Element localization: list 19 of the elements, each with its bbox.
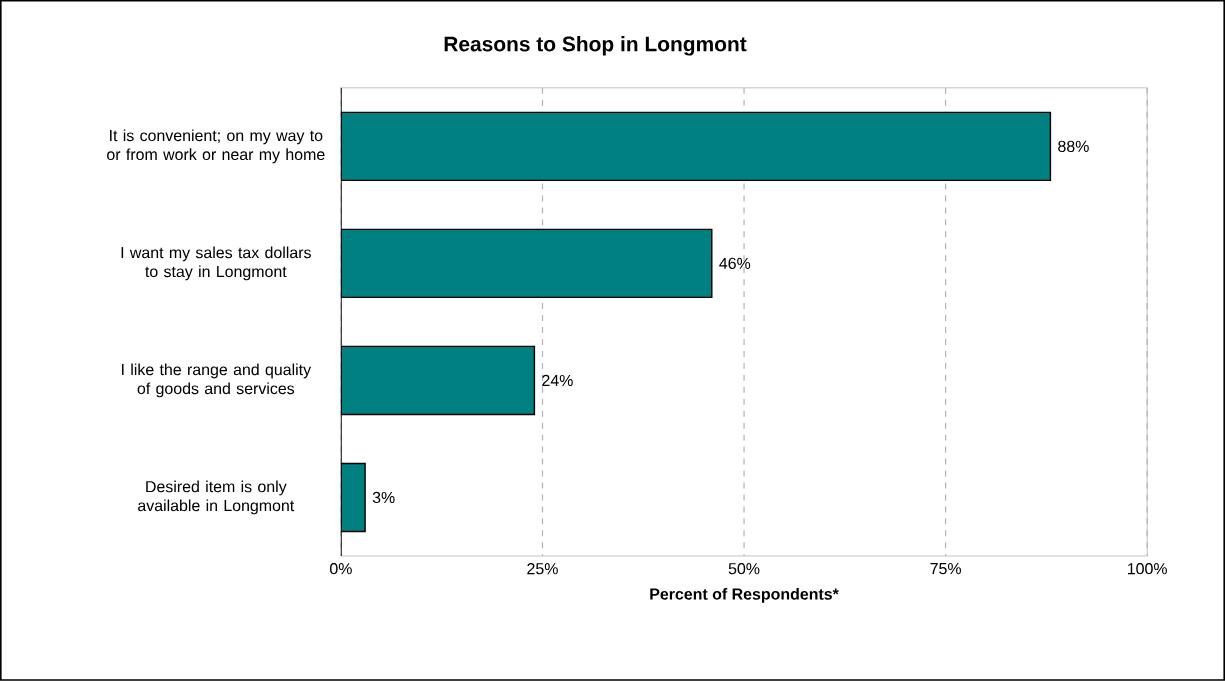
bar [340, 228, 713, 299]
bar [340, 345, 536, 416]
chart-title: Reasons to Shop in Longmont [444, 36, 747, 56]
y-tick-label: I want my sales tax dollars to stay in Longmont [121, 246, 311, 281]
data-label: 88% [1058, 140, 1089, 153]
data-label: 3% [372, 491, 395, 504]
y-tick-label: It is convenient; on my way to or from work or near my home [107, 129, 325, 164]
data-label: 24% [542, 374, 573, 387]
bar [340, 462, 366, 533]
x-tick-label: 25% [527, 563, 558, 575]
x-tick-label: 75% [930, 563, 961, 575]
bar [340, 111, 1052, 182]
x-axis-title: Percent of Respondents* [650, 588, 839, 603]
data-label: 46% [719, 257, 751, 270]
x-tick-label: 0% [330, 563, 352, 575]
x-tick-label: 50% [728, 563, 760, 575]
y-tick-label: I like the range and quality of goods and services [122, 363, 312, 398]
x-tick-label: 100% [1128, 563, 1167, 575]
y-tick-label: Desired item is only available in Longmont [138, 480, 295, 515]
